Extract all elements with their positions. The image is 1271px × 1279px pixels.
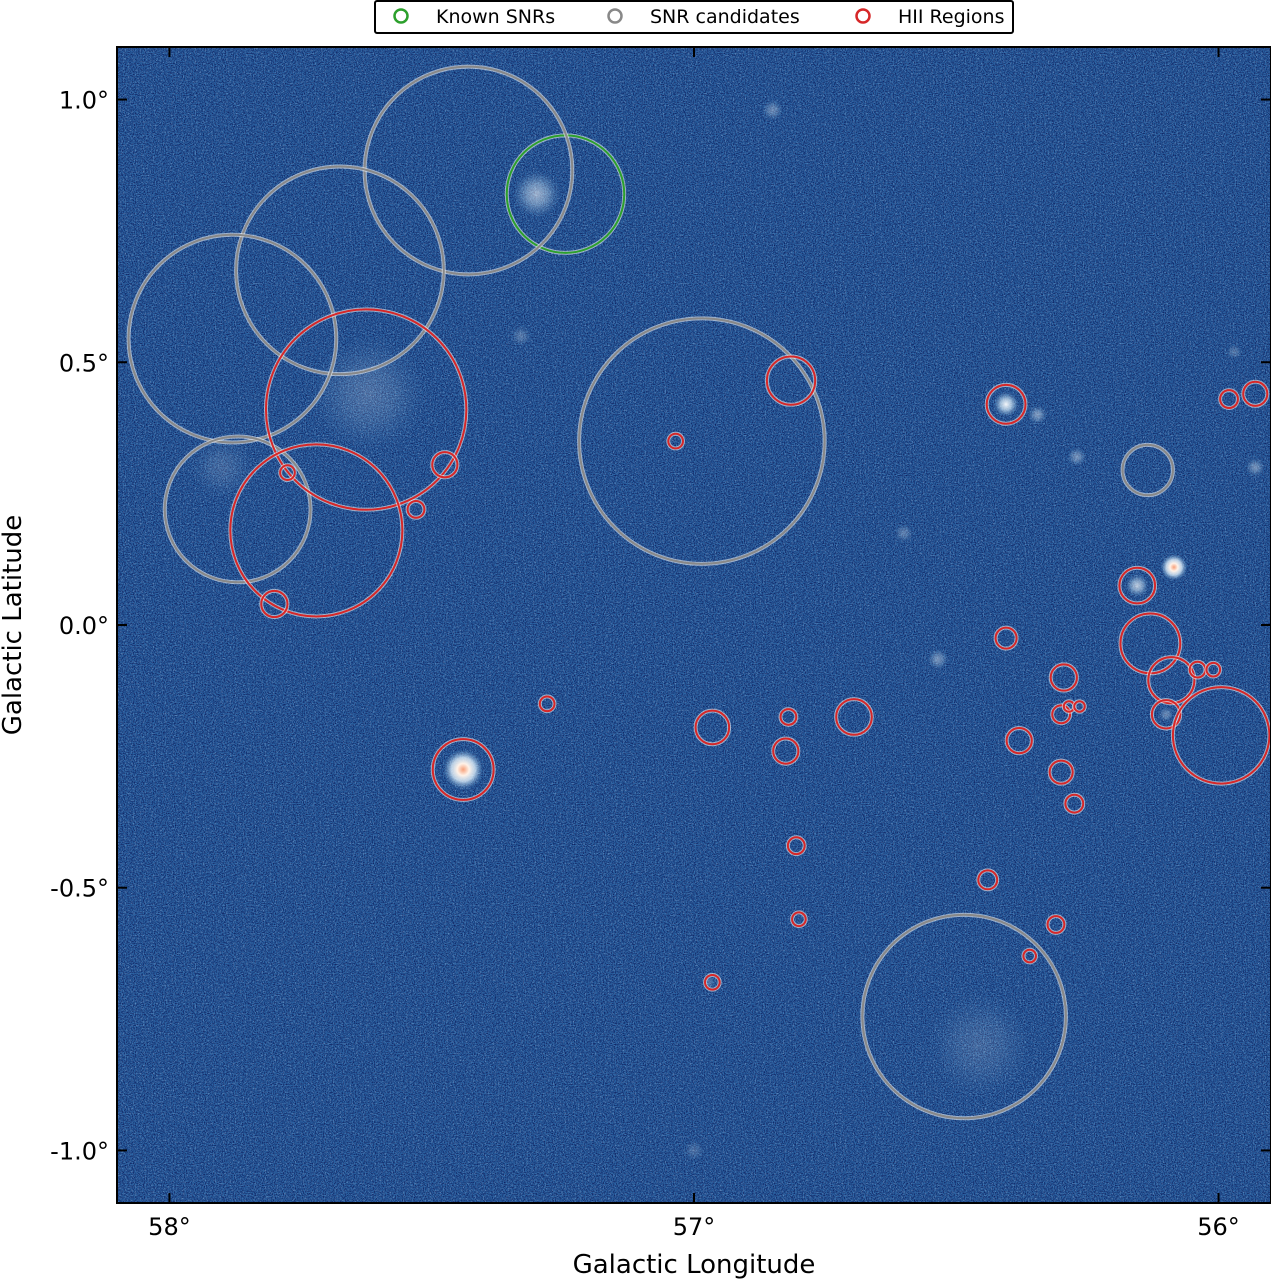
legend-label-snr-candidates: SNR candidates (650, 6, 800, 28)
hii-regions-circle (538, 695, 556, 713)
emission-source (927, 648, 949, 670)
hii-regions-circle (1205, 661, 1222, 678)
hii-regions-circle (406, 500, 426, 519)
hii-regions-circle (1064, 793, 1085, 814)
legend-marker-hii-regions (855, 8, 871, 24)
y-tick-label: 0.0° (59, 612, 109, 640)
x-tick-label: 58° (148, 1213, 191, 1241)
hii-regions-circle (229, 443, 404, 618)
emission-source (1125, 574, 1149, 598)
snr-candidates-circle (163, 435, 312, 584)
y-axis-label: Galactic Latitude (0, 515, 28, 736)
hii-regions-circle (835, 698, 873, 736)
hii-regions-circle (260, 589, 289, 619)
emission-source (1226, 343, 1243, 360)
plot-area (117, 47, 1271, 1203)
emission-source (1028, 405, 1048, 425)
emission-source (510, 325, 532, 347)
hii-regions-circle (704, 973, 721, 991)
y-tick-label: -1.0° (50, 1137, 109, 1165)
emission-source (513, 170, 561, 218)
y-tick-label: 1.0° (59, 87, 109, 115)
hii-regions-circle (431, 451, 459, 479)
hii-regions-circle (791, 911, 807, 928)
hii-regions-circle (279, 464, 296, 481)
hii-regions-circle (985, 383, 1027, 425)
snr-candidates-circle (578, 317, 826, 565)
hii-regions-circle (667, 432, 684, 450)
hii-regions-circle (994, 626, 1018, 650)
x-tick-label: 57° (673, 1213, 716, 1241)
hii-regions-circle (1005, 727, 1033, 755)
hii-regions-circle (786, 836, 806, 856)
hii-regions-circle (1073, 700, 1086, 713)
legend: Known SNRs SNR candidates HII Regions (374, 0, 1014, 34)
snr-candidates-circle (127, 233, 338, 444)
hii-regions-circle (1171, 686, 1271, 785)
hii-regions-circle (1046, 915, 1066, 934)
emission-source (1245, 457, 1265, 477)
hii-regions-circle (765, 355, 817, 406)
hii-regions-circle (1049, 663, 1078, 692)
hii-regions-circle (1118, 566, 1157, 605)
emission-source (1067, 447, 1087, 467)
hii-regions-circle (431, 738, 495, 801)
legend-label-hii-regions: HII Regions (898, 6, 1004, 28)
emission-source (311, 336, 427, 452)
emission-source (443, 749, 484, 790)
hii-regions-circle (772, 737, 800, 765)
emission-source (190, 435, 254, 499)
emission-source (1160, 554, 1188, 581)
hii-regions-circle (264, 308, 468, 511)
emission-source (993, 391, 1019, 417)
legend-marker-known-snrs (393, 8, 409, 24)
axis-ticks: 58° 57° 56° 1.0° 0.5° 0.0° -0.5° -1.0° (50, 47, 1271, 1241)
y-tick-label: 0.5° (59, 349, 109, 377)
snr-candidates-circle (1121, 443, 1174, 497)
hii-regions-circle (1022, 948, 1038, 964)
legend-label-known-snrs: Known SNRs (436, 6, 555, 28)
hii-regions-circle (977, 869, 999, 891)
hii-regions-circle (1242, 380, 1269, 407)
emission-source (894, 523, 914, 543)
x-tick-label: 56° (1197, 1213, 1240, 1241)
emission-source (927, 992, 1033, 1098)
legend-marker-snr-candidates (607, 8, 623, 24)
region-circles (126, 64, 1271, 1121)
hii-regions-circle (1150, 699, 1182, 730)
y-tick-label: -0.5° (50, 875, 109, 903)
hii-regions-circle (694, 709, 731, 746)
hii-regions-circle (779, 708, 798, 726)
emission-source (683, 1139, 705, 1161)
emission-source (762, 99, 784, 121)
map-noise-texture-light (117, 47, 1271, 1203)
snr-candidates-circle (861, 913, 1067, 1120)
x-axis-label: Galactic Longitude (573, 1250, 816, 1279)
hii-regions-circle (1048, 759, 1074, 785)
snr-candidates-circle (235, 165, 445, 376)
hii-regions-circle (1219, 389, 1239, 409)
legend-box (374, 0, 1014, 34)
emission-source (1158, 706, 1174, 723)
hii-regions-circle (1051, 704, 1072, 725)
emission-sources (190, 99, 1265, 1161)
